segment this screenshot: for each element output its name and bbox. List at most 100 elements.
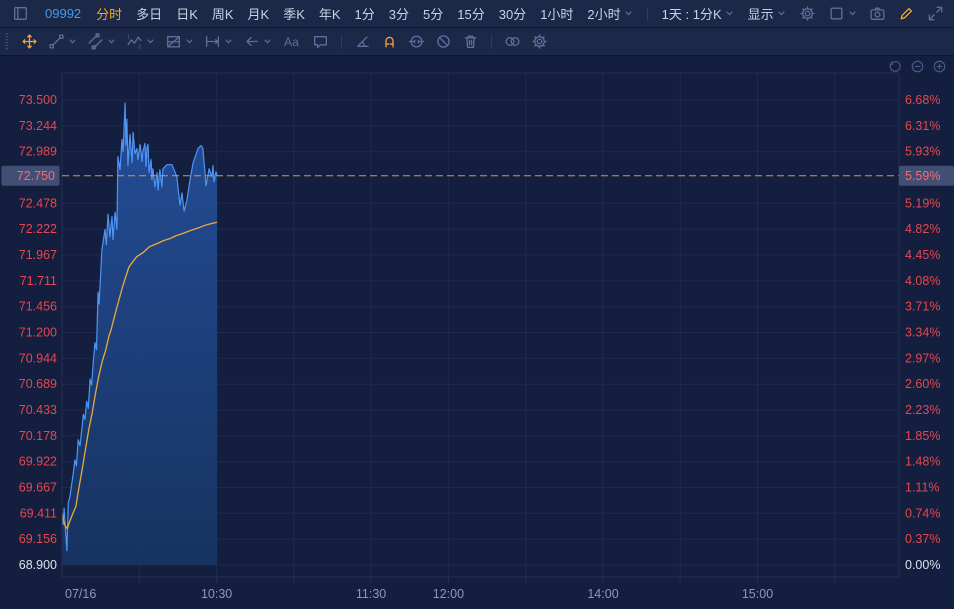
display-menu-label: 显示	[747, 7, 774, 22]
tab-1day-1mink-label: 1天 : 1分K	[661, 7, 722, 22]
magnet-icon	[381, 33, 398, 50]
text-tool[interactable]: Aa	[282, 33, 302, 50]
svg-text:Aa: Aa	[284, 35, 299, 49]
drawing-settings-tool[interactable]	[531, 33, 548, 50]
toolbar-drag-handle[interactable]	[3, 32, 11, 52]
svg-text:3: 3	[138, 44, 141, 50]
tab-daily-k[interactable]: 日K	[176, 4, 198, 23]
svg-text:4.08%: 4.08%	[905, 274, 940, 288]
tab-multiday[interactable]: 多日	[136, 4, 162, 23]
svg-text:70.944: 70.944	[19, 351, 57, 365]
svg-text:3.71%: 3.71%	[905, 300, 940, 314]
svg-text:1.85%: 1.85%	[905, 429, 940, 443]
tab-15min-label: 15分	[457, 7, 485, 22]
tab-1min[interactable]: 1分	[355, 4, 375, 23]
chart-style-icon[interactable]	[828, 5, 857, 22]
svg-text:1: 1	[127, 35, 130, 41]
svg-text:69.667: 69.667	[19, 481, 57, 495]
fullscreen-icon[interactable]	[927, 5, 944, 22]
hide-drawings-tool[interactable]	[435, 33, 452, 50]
reset-view-icon[interactable]	[888, 59, 903, 74]
angle-tool[interactable]	[354, 33, 371, 50]
panel-layout-icon[interactable]	[12, 5, 29, 22]
linked-circles-icon	[504, 33, 521, 50]
intraday-chart[interactable]: 73.500 6.68% 73.244 6.31% 72.989 5.93% 72.750 5…	[0, 56, 954, 609]
arrow-tool[interactable]	[243, 33, 272, 50]
stock-code[interactable]: 09992	[45, 6, 82, 21]
chart-area[interactable]: 73.500 6.68% 73.244 6.31% 72.989 5.93% 72.750 5…	[0, 56, 954, 609]
svg-text:70.689: 70.689	[19, 377, 57, 391]
bubble-icon	[312, 33, 329, 50]
magnet-tool[interactable]	[381, 33, 398, 50]
tab-30min[interactable]: 30分	[499, 4, 526, 23]
svg-text:11:30: 11:30	[356, 587, 386, 601]
svg-text:70.178: 70.178	[19, 429, 57, 443]
pattern-box-tool[interactable]	[165, 33, 194, 50]
tab-3min[interactable]: 3分	[389, 4, 409, 23]
tab-5min[interactable]: 5分	[423, 4, 443, 23]
chevron-down-icon	[224, 37, 233, 46]
move-icon	[21, 33, 38, 50]
svg-text:70.433: 70.433	[19, 403, 57, 417]
screenshot-camera-icon[interactable]	[869, 5, 886, 22]
svg-text:5.93%: 5.93%	[905, 145, 940, 159]
tab-15min[interactable]: 15分	[457, 4, 484, 23]
sync-drawings-tool[interactable]	[408, 33, 425, 50]
tab-monthly-k[interactable]: 月K	[248, 4, 270, 23]
trendline-tool[interactable]	[48, 33, 77, 50]
svg-text:71.711: 71.711	[20, 274, 57, 288]
channel-tool[interactable]	[87, 33, 116, 50]
svg-text:2.60%: 2.60%	[905, 377, 940, 391]
svg-text:69.922: 69.922	[19, 455, 57, 469]
svg-text:73.244: 73.244	[19, 119, 57, 133]
tab-yearly-k[interactable]: 年K	[319, 4, 341, 23]
chevron-down-icon	[777, 9, 786, 18]
tab-1hour[interactable]: 1小时	[540, 4, 573, 23]
draw-pencil-icon[interactable]	[898, 5, 915, 22]
svg-text:3.34%: 3.34%	[905, 326, 940, 340]
settings-gear-icon[interactable]	[799, 5, 816, 22]
chevron-down-icon	[68, 37, 77, 46]
tab-quarterly-k-label: 季K	[283, 7, 305, 22]
zoom-out-icon[interactable]	[910, 59, 925, 74]
chevron-down-icon	[263, 37, 272, 46]
tab-1hour-label: 1小时	[540, 7, 574, 22]
tab-multiday-label: 多日	[136, 7, 163, 22]
svg-text:12:00: 12:00	[433, 587, 464, 601]
comment-tool[interactable]	[312, 33, 329, 50]
svg-text:71.200: 71.200	[19, 326, 57, 340]
display-menu[interactable]: 显示	[748, 4, 786, 23]
chevron-down-icon	[146, 37, 155, 46]
svg-text:4.45%: 4.45%	[905, 248, 940, 262]
svg-text:71.967: 71.967	[19, 248, 57, 262]
delete-drawings-tool[interactable]	[462, 33, 479, 50]
extend-line-icon	[204, 33, 221, 50]
tab-intraday[interactable]: 分时	[96, 4, 122, 23]
trash-icon	[462, 33, 479, 50]
chevron-down-icon	[848, 9, 857, 18]
chevron-down-icon	[185, 37, 194, 46]
svg-text:72.989: 72.989	[19, 145, 57, 159]
tab-weekly-k[interactable]: 周K	[212, 4, 234, 23]
tab-5min-label: 5分	[423, 7, 444, 22]
tab-quarterly-k[interactable]: 季K	[283, 4, 305, 23]
hide-drawings-icon	[435, 33, 452, 50]
tab-daily-k-label: 日K	[176, 7, 198, 22]
svg-text:07/16: 07/16	[65, 587, 96, 601]
svg-text:6.31%: 6.31%	[905, 119, 940, 133]
link-charts-tool[interactable]	[504, 33, 521, 50]
svg-text:71.456: 71.456	[19, 300, 57, 314]
gear-icon	[531, 33, 548, 50]
tab-2hour[interactable]: 2小时	[587, 4, 632, 23]
svg-text:5.19%: 5.19%	[905, 196, 940, 210]
move-tool[interactable]	[21, 33, 38, 50]
extend-line-tool[interactable]	[204, 33, 233, 50]
arrow-left-icon	[243, 33, 260, 50]
tab-1day-1mink[interactable]: 1天 : 1分K	[662, 4, 734, 23]
svg-text:2.97%: 2.97%	[905, 351, 940, 365]
angle-icon	[354, 33, 371, 50]
svg-text:69.156: 69.156	[19, 532, 57, 546]
zoom-in-icon[interactable]	[932, 59, 947, 74]
